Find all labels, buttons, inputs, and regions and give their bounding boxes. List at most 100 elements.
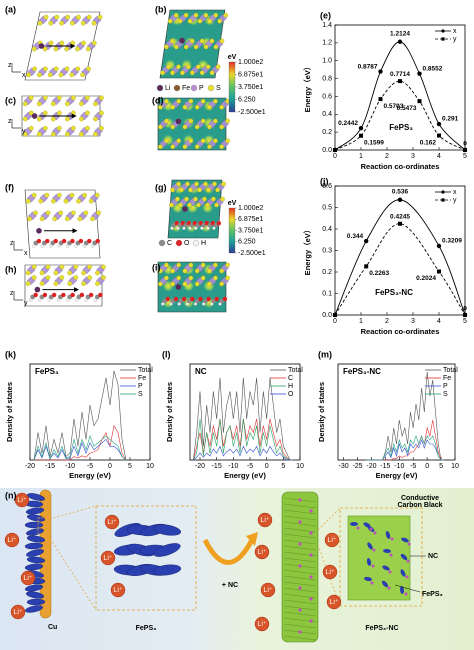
h-atom [91,244,95,248]
o-atom [70,238,75,244]
legend-label: S [443,391,448,398]
panel-label: (a) [5,4,16,14]
s-atom [53,270,59,276]
y-tick-label: 0.8 [322,75,332,82]
o-atom [222,296,228,302]
x-tick-label: -25 [352,463,362,470]
panel-label: (j) [320,176,329,186]
nc-fiber [283,623,317,629]
panel-label: (h) [5,264,17,274]
legend-label: C [288,375,293,382]
s-atom [45,210,51,216]
legend-label: Total [138,367,153,374]
feps3-plate [26,535,46,543]
h-atom [38,298,42,302]
o-atom [98,292,103,298]
s-atom [170,187,175,193]
zoom-line [45,505,97,521]
s-atom [220,196,225,202]
s-atom [25,270,31,276]
x-tick-label: 3 [411,153,415,160]
s-atom [28,110,34,116]
x-tick-label: 0 [108,463,112,470]
nc-matrix [347,515,411,601]
li-atom [182,206,188,212]
li-atom [175,118,182,125]
li-ion-label: Li⁺ [329,599,338,606]
s-atom [164,262,169,268]
s-atom [36,131,42,137]
s-atom [170,104,176,110]
s-atom [44,192,50,198]
s-atom [33,210,38,216]
s-atom [22,116,28,122]
s-atom [67,270,73,276]
axis-letter: z [8,62,12,69]
value-label: 0.2024 [416,275,436,282]
s-atom [194,124,200,130]
s-atom [188,275,194,281]
axis-letter: y [22,128,26,135]
nc-fiber [283,593,317,599]
value-label: 0.5703 [384,103,404,110]
atom-name: C [167,240,172,247]
s-atom [36,101,42,107]
panel-label: (n) [5,490,17,500]
carbon-black [404,592,408,596]
y-axis-title: Energy（eV） [302,63,312,113]
s-atom [213,98,218,104]
annotation: FePS₃-NC [375,288,413,297]
feps3-plate [364,576,372,582]
o-atom [181,296,187,302]
nc-label: NC [428,553,438,560]
feps3-plate [26,556,46,564]
h-atom [65,244,70,248]
annotation: FePS₃ [35,367,59,376]
panel-label: (m) [318,349,332,359]
data-point [417,71,422,76]
colorbar-tick-label: -2.500e1 [238,109,266,116]
panel-label: (g) [155,182,167,192]
s-atom [73,264,79,270]
s-atom [188,118,194,124]
feps3-plate [24,584,44,592]
s-atom [86,14,92,20]
carbon-black [407,542,411,546]
x-axis-title: Energy (eV) [376,471,418,480]
s-atom [200,98,206,104]
o-atom [70,292,75,298]
feps3-plate [24,563,44,571]
value-label: 0.5473 [397,105,417,112]
o-atom [165,296,170,302]
data-point [364,264,369,269]
h-atom [82,244,86,248]
s-atom [176,181,181,187]
li-ion-label: Li⁺ [263,587,272,594]
y-axis-title: Energy（eV） [302,226,312,276]
data-point [358,125,364,131]
s-atom [205,202,210,208]
colorbar-tick-label: 1.000e2 [238,205,263,212]
s-atom [180,70,185,76]
s-atom [28,125,34,131]
annotation: FePS₃-NC [343,367,381,376]
panel-label: (d) [152,95,164,105]
s-atom [158,281,163,287]
nc-fiber [283,509,317,515]
series-line [33,370,127,461]
value-label: 0.2263 [369,270,389,277]
s-atom [65,131,70,137]
data-point [378,97,383,102]
s-atom [184,196,189,202]
axis-letter: x [22,72,26,79]
x-tick-label: -20 [25,463,35,470]
s-atom [93,101,98,107]
nc-fiber [283,539,317,545]
s-atom [31,46,37,52]
s-atom [85,46,91,52]
colorbar-tick-label: 6.250 [238,239,256,246]
x-tick-label: -10 [394,463,404,470]
atom-swatch [207,84,215,92]
h-atom [201,302,206,306]
value-label: 0.1599 [364,139,384,146]
